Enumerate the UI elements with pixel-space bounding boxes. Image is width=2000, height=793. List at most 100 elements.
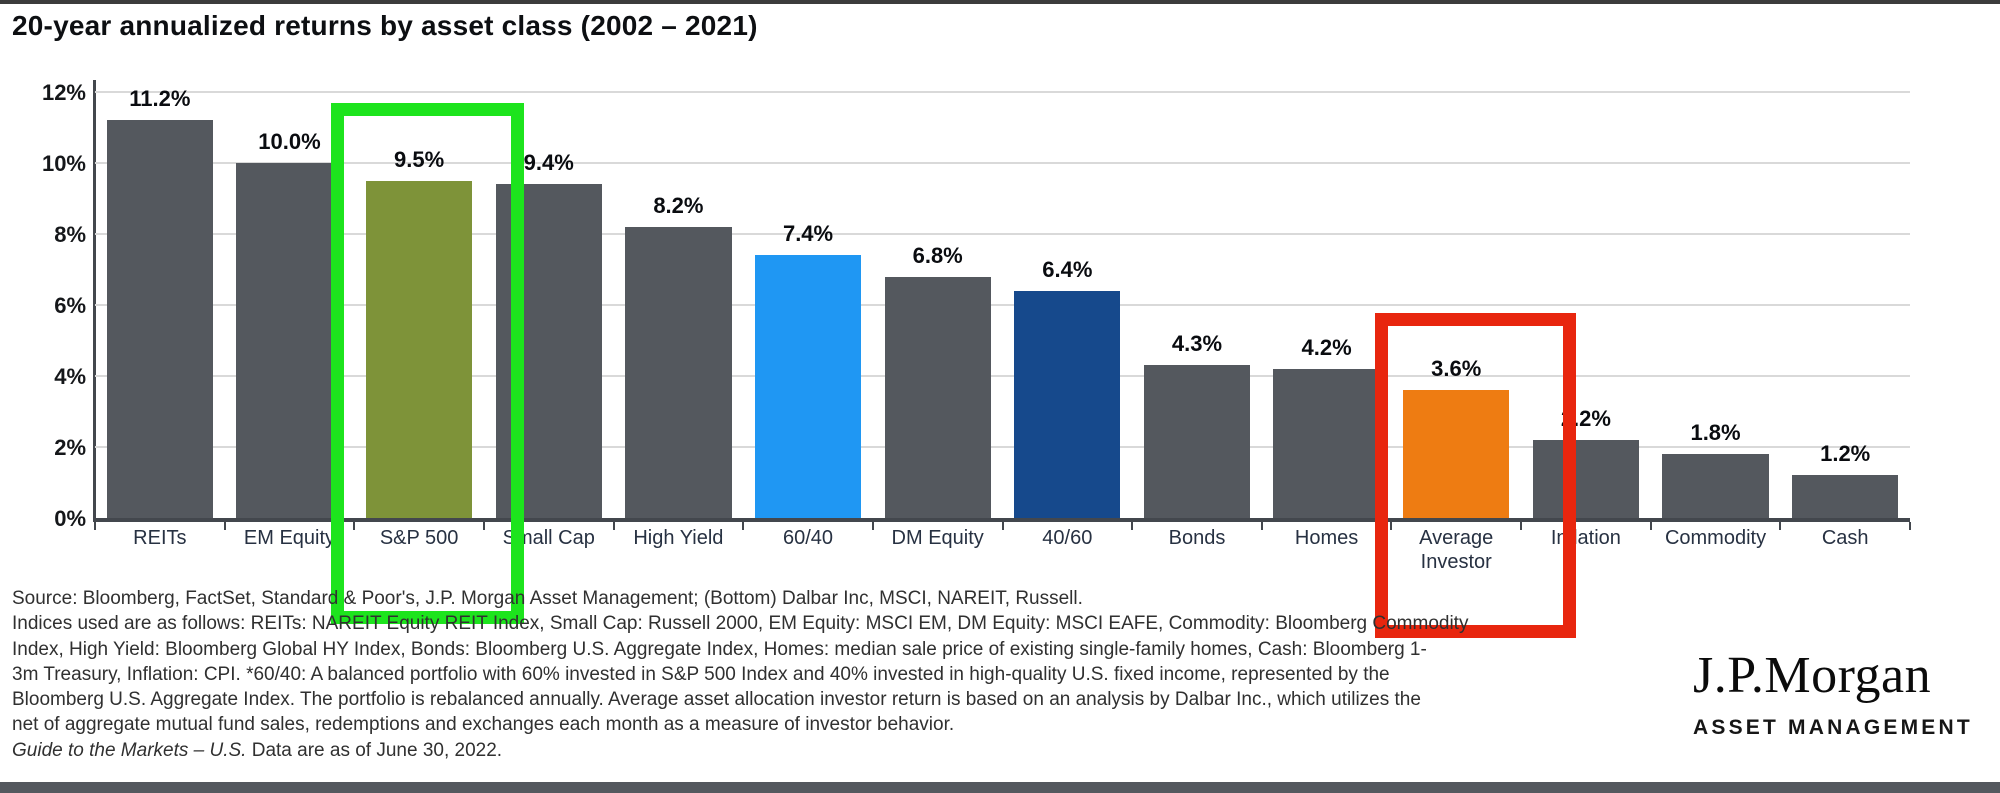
bar-cash bbox=[1792, 475, 1899, 518]
window-top-border bbox=[0, 0, 2000, 4]
bar-slot-em-equity: 10.0% EM Equity bbox=[225, 92, 355, 549]
bar-slot-bonds: 4.3% Bonds bbox=[1132, 92, 1262, 549]
y-tick-label: 4% bbox=[54, 364, 86, 389]
bar-slot-average-investor: 3.6% Average Investor bbox=[1391, 92, 1521, 573]
red-highlight-box bbox=[1375, 313, 1576, 638]
data-label: 6.8% bbox=[912, 242, 963, 268]
y-tick-label: 6% bbox=[54, 293, 86, 318]
bar-60-40 bbox=[754, 255, 862, 518]
source-footnote: Source: Bloomberg, FactSet, Standard & P… bbox=[12, 586, 1692, 763]
footnote-line: 3m Treasury, Inflation: CPI. *60/40: A b… bbox=[12, 663, 1390, 685]
x-tick bbox=[742, 522, 745, 530]
green-highlight-box bbox=[331, 103, 524, 624]
bar-homes bbox=[1273, 368, 1380, 518]
gridline bbox=[95, 233, 1910, 235]
x-tick bbox=[1779, 522, 1782, 530]
data-label: 4.3% bbox=[1171, 331, 1223, 357]
x-axis-label: Homes bbox=[1294, 527, 1359, 549]
bar-slot-60-40: 7.4% 60/40 bbox=[743, 92, 873, 549]
bar-slot-commodity: 1.8% Commodity bbox=[1651, 92, 1781, 549]
x-axis-label: EM Equity bbox=[243, 527, 336, 549]
x-axis-label: High Yield bbox=[633, 527, 724, 549]
data-label: 7.4% bbox=[782, 221, 834, 247]
x-axis-label: Cash bbox=[1821, 527, 1869, 549]
data-label: 6.4% bbox=[1042, 256, 1093, 282]
bar-slot-dm-equity: 6.8% DM Equity bbox=[873, 92, 1003, 549]
y-tick-label: 0% bbox=[54, 506, 86, 531]
data-label: 1.2% bbox=[1820, 441, 1871, 467]
bar-average-investor bbox=[1403, 390, 1510, 518]
jpmorgan-logo: J.P.Morgan ASSET MANAGEMENT bbox=[1693, 648, 1993, 740]
data-label: 1.8% bbox=[1690, 420, 1741, 446]
x-tick bbox=[353, 522, 356, 530]
window-bottom-border bbox=[0, 782, 2000, 793]
data-label: 9.5% bbox=[394, 146, 445, 172]
y-axis-line bbox=[93, 80, 96, 522]
x-axis-label: 60/40 bbox=[783, 527, 834, 549]
bar-dm-equity bbox=[884, 276, 991, 518]
x-axis-label: Bonds bbox=[1168, 527, 1226, 549]
x-axis-label: Small Cap bbox=[502, 527, 595, 549]
chart-title: 20-year annualized returns by asset clas… bbox=[12, 10, 758, 41]
bar-slot-reits: 11.2% REITs bbox=[95, 86, 225, 549]
x-tick bbox=[223, 522, 226, 530]
jpmorgan-brand-text: J.P.Morgan bbox=[1693, 647, 1932, 704]
data-label: 4.2% bbox=[1301, 334, 1352, 360]
footnote-line: Indices used are as follows: REITs: NARE… bbox=[12, 613, 1469, 635]
gridline bbox=[95, 446, 1910, 448]
x-tick bbox=[1909, 522, 1911, 530]
bar-em-equity bbox=[236, 163, 343, 518]
bar-inflation bbox=[1532, 439, 1640, 518]
bar-slot-s-p-500: 9.5% S&P 500 bbox=[354, 92, 484, 549]
footnote-line: Index, High Yield: Bloomberg Global HY I… bbox=[12, 638, 1427, 660]
x-tick bbox=[1131, 522, 1134, 530]
x-axis-label: S&P 500 bbox=[379, 527, 459, 549]
bar-slot-cash: 1.2% Cash bbox=[1780, 92, 1910, 549]
footnote-guide-line: Guide to the Markets – U.S. Data are as … bbox=[12, 738, 1692, 763]
x-tick bbox=[1649, 522, 1652, 530]
x-axis-label: DM Equity bbox=[891, 527, 984, 549]
x-tick bbox=[1260, 522, 1263, 530]
gridline bbox=[95, 162, 1910, 164]
x-tick bbox=[1390, 522, 1393, 530]
bar-slot-homes: 4.2% Homes bbox=[1262, 92, 1392, 549]
bar-commodity bbox=[1662, 454, 1769, 518]
x-axis-label: 40/60 bbox=[1042, 527, 1093, 549]
footnote-line: Bloomberg U.S. Aggregate Index. The port… bbox=[12, 689, 1421, 711]
data-label: 3.6% bbox=[1431, 356, 1482, 382]
data-label: 11.2% bbox=[129, 86, 191, 112]
gridline bbox=[95, 91, 1910, 93]
bar-bonds bbox=[1143, 365, 1251, 518]
gridline bbox=[95, 375, 1910, 377]
x-axis-label: REITs bbox=[133, 527, 187, 549]
y-tick-label: 2% bbox=[54, 435, 86, 460]
guide-to-the-markets-label: Guide to the Markets – U.S. bbox=[12, 739, 247, 761]
data-label: 10.0% bbox=[258, 129, 321, 154]
x-axis-line bbox=[93, 518, 1910, 522]
x-axis-label: Average Investor bbox=[1419, 527, 1494, 573]
y-tick-label: 12% bbox=[41, 80, 86, 105]
x-axis-label: Commodity bbox=[1664, 527, 1767, 549]
x-tick bbox=[1001, 522, 1004, 530]
data-label: 9.4% bbox=[523, 150, 574, 176]
x-tick bbox=[612, 522, 615, 530]
data-label: 8.2% bbox=[653, 192, 704, 218]
bar-high-yield bbox=[625, 226, 732, 518]
x-tick bbox=[482, 522, 485, 530]
footnote-line: Source: Bloomberg, FactSet, Standard & P… bbox=[12, 588, 1083, 609]
y-tick-label: 8% bbox=[54, 222, 86, 247]
bar-s-p-500 bbox=[365, 180, 473, 518]
bar-reits bbox=[106, 120, 213, 518]
bar-40-60 bbox=[1014, 290, 1121, 518]
x-tick bbox=[94, 522, 96, 530]
gridline bbox=[95, 304, 1910, 306]
footnote-line: net of aggregate mutual fund sales, rede… bbox=[12, 714, 955, 736]
y-tick-label: 10% bbox=[41, 151, 86, 176]
asset-management-text: ASSET MANAGEMENT bbox=[1693, 716, 1973, 739]
data-as-of-date: Data are as of June 30, 2022. bbox=[246, 739, 503, 761]
x-tick bbox=[1520, 522, 1523, 530]
x-tick bbox=[871, 522, 874, 530]
bar-slot-high-yield: 8.2% High Yield bbox=[614, 92, 744, 549]
bar-slot-40-60: 6.4% 40/60 bbox=[1003, 92, 1133, 549]
